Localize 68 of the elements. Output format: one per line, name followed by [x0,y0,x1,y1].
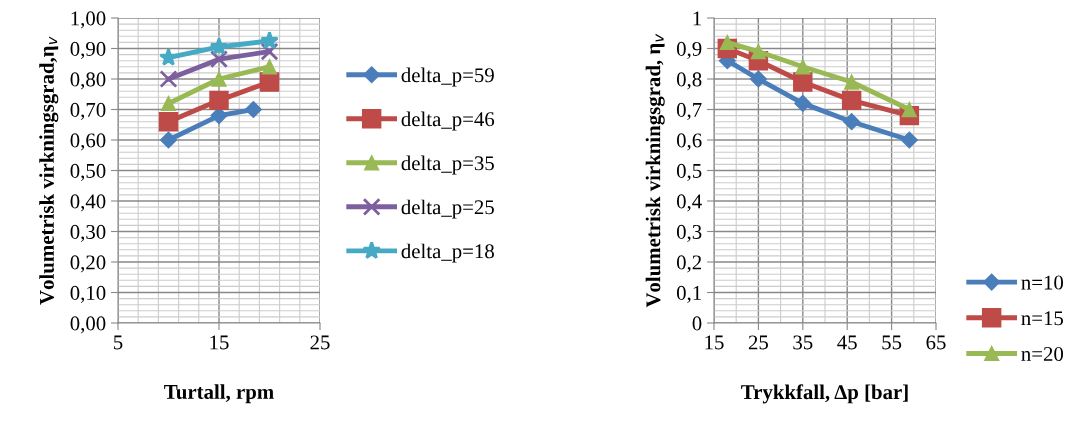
legend-label: n=10 [1021,275,1064,290]
y-axis-title: Volumetrisk virkningsgrad,η$_{v}$ [39,36,59,305]
legend-label: delta_p=35 [401,155,494,175]
y-tick-label: 0,10 [70,285,106,303]
x-axis-title: Trykkfall, Δp [bar] [741,384,908,404]
y-tick-label: 0,7 [676,102,702,120]
legend-label: delta_p=25 [401,199,494,219]
y-tick-label: 0,2 [676,255,702,273]
y-tick-label: 0,40 [70,194,106,212]
point [209,37,229,56]
y-tick-label: 0,8 [676,72,702,90]
y-tick-label: 0,70 [70,102,106,120]
x-tick-label: 25 [310,335,330,350]
y-tick-label: 0,30 [70,224,106,242]
point [795,59,811,75]
y-tick-label: 0,6 [676,133,702,151]
y-tick-label: 0,3 [676,224,702,242]
point [260,31,279,50]
y-tick-label: 1,00 [71,11,106,29]
point [900,131,918,149]
legend-label: n=15 [1021,311,1064,326]
y-tick-label: 0,4 [676,194,702,212]
x-tick-label: 15 [705,335,724,350]
point [719,34,735,51]
point [211,71,227,87]
x-tick-label: 35 [793,335,813,350]
point [209,50,229,69]
y-tick-label: 0,5 [676,163,702,181]
x-tick-label: 25 [748,335,768,350]
point [159,69,178,89]
y-axis-title: Volumetrisk virkningsgrad, η$_{v}$ [645,33,665,308]
x-tick-label: 5 [114,335,123,350]
point [244,100,262,119]
x-axis-title: Turtall, rpm [164,384,274,404]
point [794,94,812,112]
legend-label: delta_p=18 [401,243,494,263]
legend-label: delta_p=59 [401,67,494,87]
y-tick-label: 0,50 [70,163,106,181]
y-tick-label: 0 [692,316,702,331]
point [750,43,767,60]
y-tick-label: 0,9 [676,41,702,59]
point [159,47,178,66]
point [260,42,279,61]
y-tick-label: 0,20 [70,255,106,273]
legend-label: delta_p=46 [401,111,495,131]
point [901,101,917,118]
legend-label: n=20 [1021,346,1064,361]
point [259,72,280,92]
y-tick-label: 0,60 [70,133,106,151]
x-tick-label: 55 [882,335,902,350]
x-tick-label: 15 [210,335,229,350]
point [844,74,860,90]
point [749,70,767,88]
point [261,59,278,75]
y-tick-label: 1 [693,11,701,26]
point [793,72,813,92]
point [158,111,179,132]
x-tick-label: 65 [926,335,946,350]
point [159,131,178,149]
point [160,95,177,112]
y-tick-label: 0,00 [70,316,106,334]
point [209,90,229,111]
y-tick-label: 0,80 [70,72,106,90]
point [843,113,861,131]
y-tick-label: 0,90 [70,41,106,59]
point [841,90,862,111]
x-tick-label: 45 [837,335,857,350]
y-tick-label: 0,1 [676,285,701,303]
